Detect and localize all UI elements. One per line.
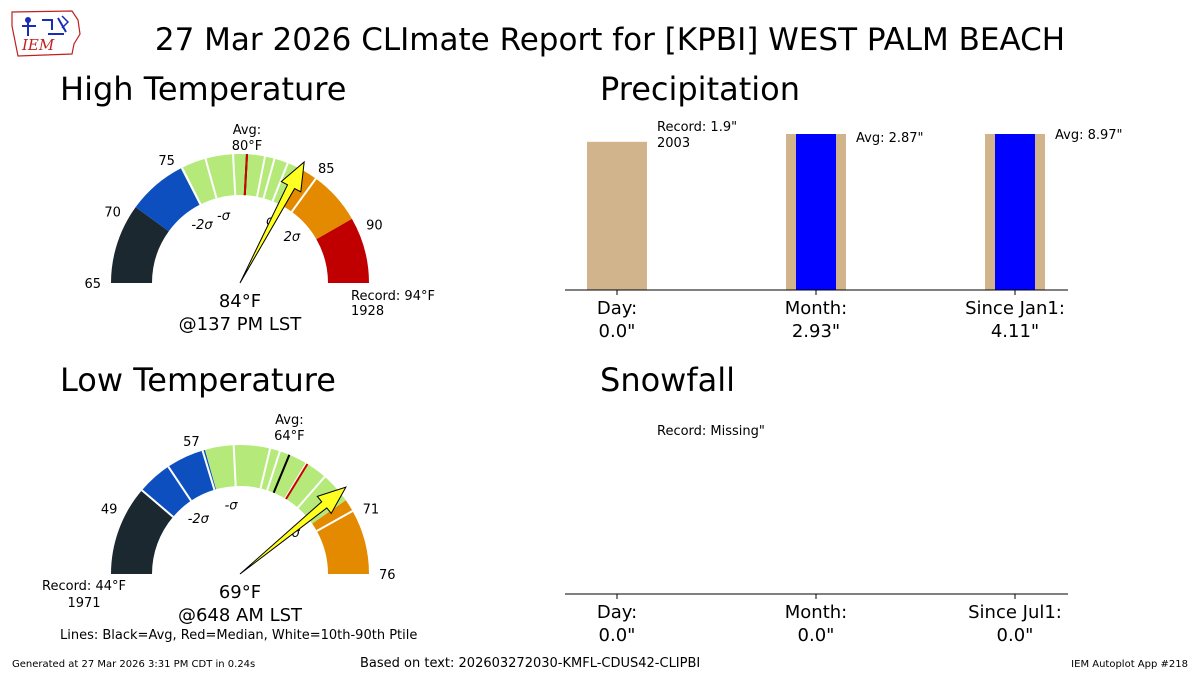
tick-label: 90 xyxy=(366,219,383,234)
snow-title: Snowfall xyxy=(600,361,735,399)
avg-label: Avg: xyxy=(233,123,261,138)
median-line xyxy=(243,154,248,196)
avg-label: Avg: xyxy=(275,413,303,428)
percentile-line-2 xyxy=(201,450,216,491)
tick-label: 85 xyxy=(318,162,335,177)
category-label: Since Jan1: xyxy=(965,298,1065,319)
low-temp-gauge: 49 57 71 76 -2σ -σ σ Avg:64°F 69°F@648 AM LST Rec… xyxy=(42,413,396,625)
category-value: 4.11" xyxy=(991,321,1039,342)
low-temp-title: Low Temperature xyxy=(60,361,336,399)
annotation: Record: 1.9" xyxy=(657,120,737,135)
sigma-label: -2σ xyxy=(188,512,210,527)
observed-value: 84°F xyxy=(219,291,261,312)
avg-line xyxy=(272,454,291,494)
iem-iowa-logo-icon: IEM xyxy=(11,10,81,57)
record-label: Record: 94°F xyxy=(351,289,435,304)
percentile-line-6 xyxy=(290,178,317,213)
category-label: Month: xyxy=(785,298,847,319)
percentile-line-7 xyxy=(297,476,326,509)
normal-bar xyxy=(587,141,647,290)
sigma-label: -2σ xyxy=(191,218,213,233)
precip-title: Precipitation xyxy=(600,70,801,108)
tick-label: 65 xyxy=(84,277,101,292)
percentile-line-1 xyxy=(204,158,218,199)
snow-chart: Day:0.0"Month:0.0"Since Jul1:0.0"Record:… xyxy=(565,424,1068,645)
percentile-line-1 xyxy=(167,466,192,502)
tick-label: 76 xyxy=(379,568,396,583)
annotation: Record: Missing" xyxy=(657,424,765,439)
observed-time: @137 PM LST xyxy=(179,314,303,335)
record-year: 1928 xyxy=(351,304,384,319)
gauge-band-0 xyxy=(111,490,174,574)
tick-label: 75 xyxy=(158,154,175,169)
tick-label: 70 xyxy=(104,205,121,220)
percentile-line-0 xyxy=(141,489,174,518)
annotation: Avg: 2.87" xyxy=(856,131,924,146)
tick-label: 49 xyxy=(101,502,118,517)
annotation: Avg: 8.97" xyxy=(1055,128,1123,143)
iem-logo[interactable]: IEM xyxy=(8,6,84,60)
observed-value: 69°F xyxy=(219,582,261,603)
category-label: Month: xyxy=(785,602,847,623)
gauge-band-4 xyxy=(291,178,352,240)
footer-based-on: Based on text: 202603272030-KMFL-CDUS42-… xyxy=(360,656,701,671)
record-label: Record: 44°F xyxy=(42,579,126,594)
percentile-line-4 xyxy=(259,448,272,489)
high-temp-title: High Temperature xyxy=(60,70,347,108)
precip-chart: Day:0.0" Month:2.93" Since Jan1:4.11" Recor… xyxy=(565,120,1123,342)
percentile-line-3 xyxy=(256,156,266,197)
percentile-line-0 xyxy=(181,167,202,205)
tick-label: 71 xyxy=(363,502,380,517)
observed-bar xyxy=(796,134,836,290)
gauge-band-1 xyxy=(135,168,200,232)
category-label: Day: xyxy=(597,602,637,623)
gauge-band-5 xyxy=(316,218,369,283)
percentile-line-9 xyxy=(316,510,354,532)
gauge-band-2 xyxy=(204,445,346,524)
category-value: 0.0" xyxy=(798,625,835,645)
percentile-line-4 xyxy=(262,158,276,199)
value-pointer xyxy=(239,486,347,575)
gauge-band-3 xyxy=(312,500,353,532)
sigma-label: -σ xyxy=(217,209,231,224)
category-value: 0.0" xyxy=(997,625,1034,645)
percentile-line-2 xyxy=(232,154,237,196)
gauge-band-4 xyxy=(316,510,369,574)
value-pointer xyxy=(239,160,305,284)
category-value: 2.93" xyxy=(792,321,840,342)
avg-value-label: 80°F xyxy=(232,139,263,154)
gauge-band-0 xyxy=(111,207,169,283)
sigma-label: σ xyxy=(292,526,301,541)
observed-time: @648 AM LST xyxy=(178,605,303,625)
category-label: Since Jul1: xyxy=(968,602,1062,623)
logo-text: IEM xyxy=(21,36,55,54)
sigma-label: 2σ xyxy=(284,230,301,245)
footer-app: IEM Autoplot App #218 xyxy=(1071,659,1188,670)
percentile-line-3 xyxy=(232,445,237,487)
category-label: Day: xyxy=(597,298,637,319)
page-title: 27 Mar 2026 CLImate Report for [KPBI] WE… xyxy=(154,22,1066,58)
observed-bar xyxy=(995,134,1035,290)
record-year: 1971 xyxy=(67,596,100,611)
avg-value-label: 64°F xyxy=(274,429,305,444)
tick-label: 57 xyxy=(183,435,200,450)
annotation-year: 2003 xyxy=(657,136,690,151)
percentile-line-5 xyxy=(271,162,289,202)
footer-generated: Generated at 27 Mar 2026 3:31 PM CDT in … xyxy=(12,659,256,670)
category-value: 0.0" xyxy=(599,625,636,645)
sigma-label: -σ xyxy=(225,499,239,514)
percentile-line-5 xyxy=(266,451,281,491)
legend-note: Lines: Black=Avg, Red=Median, White=10th… xyxy=(60,628,418,643)
category-value: 0.0" xyxy=(599,321,636,342)
median-line xyxy=(285,463,309,500)
